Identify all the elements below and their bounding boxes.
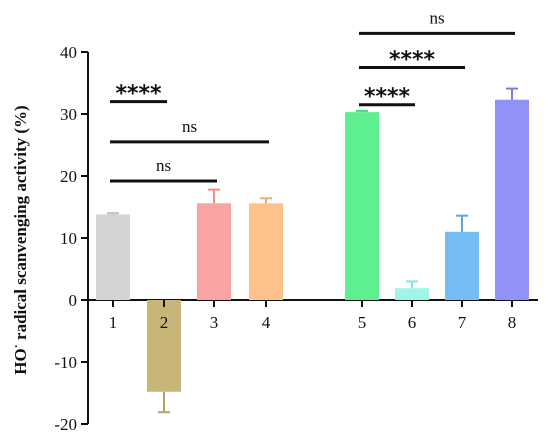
x-tick-label: 6 xyxy=(408,313,417,332)
x-tick-label: 7 xyxy=(458,313,467,332)
y-tick-label: 10 xyxy=(60,229,77,248)
x-tick-label: 4 xyxy=(262,313,271,332)
bar-5 xyxy=(345,112,379,300)
significance-label: ns xyxy=(429,8,444,27)
significance-label: **** xyxy=(389,48,436,73)
bar-7 xyxy=(445,231,479,300)
bar-3 xyxy=(197,203,231,300)
bar-4 xyxy=(249,203,283,300)
significance-label: ns xyxy=(182,117,197,136)
bar-1 xyxy=(96,214,130,300)
significance-label: **** xyxy=(364,85,411,110)
x-tick-label: 5 xyxy=(358,313,367,332)
y-tick-label: 0 xyxy=(69,291,78,310)
y-tick-label: -10 xyxy=(54,353,77,372)
significance-label: ns xyxy=(156,156,171,175)
bar-8 xyxy=(495,99,529,301)
x-tick-label: 2 xyxy=(160,313,169,332)
x-tick-labels: 1 2 3 4 5 6 7 8 xyxy=(109,300,517,332)
y-tick-label: 30 xyxy=(60,105,77,124)
x-tick-label: 8 xyxy=(508,313,517,332)
y-tick-label: -20 xyxy=(54,415,77,434)
bar-2 xyxy=(147,300,181,392)
significance-brackets: **** ns ns ns **** **** xyxy=(110,8,515,183)
bar-6 xyxy=(395,288,429,300)
y-tick-label: 40 xyxy=(60,43,77,62)
x-tick-label: 3 xyxy=(210,313,219,332)
significance-label: **** xyxy=(115,82,162,107)
y-axis-label: HO· radical scanvenging activity (%) xyxy=(9,105,30,374)
x-tick-label: 1 xyxy=(109,313,118,332)
y-tick-label: 20 xyxy=(60,167,77,186)
bars xyxy=(96,87,529,414)
